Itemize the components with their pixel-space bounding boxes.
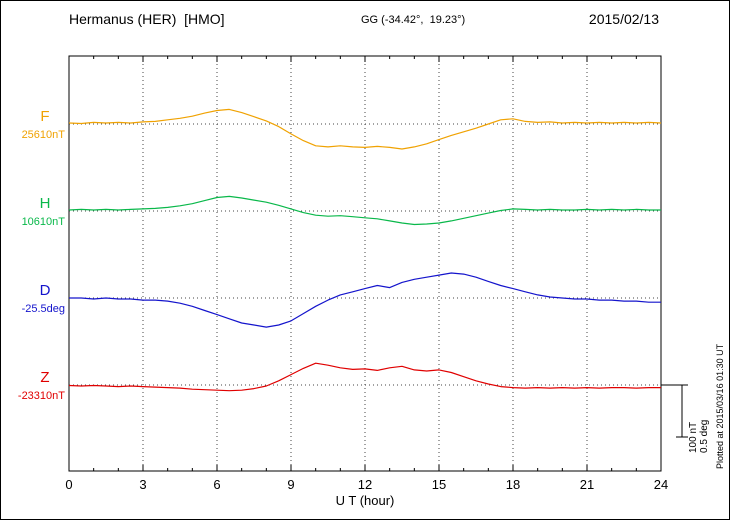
x-tick-label: 12 xyxy=(358,477,372,492)
scale-nt-label: 100 nT xyxy=(688,422,699,453)
geographic-coordinates: GG (-34.42°, 19.23°) xyxy=(361,14,466,26)
x-tick-label: 15 xyxy=(432,477,446,492)
x-tick-label: 6 xyxy=(213,477,220,492)
x-tick-label: 0 xyxy=(65,477,72,492)
series-label-H: H xyxy=(40,195,51,212)
x-tick-label: 9 xyxy=(287,477,294,492)
station-title: Hermanus (HER) [HMO] xyxy=(69,11,225,27)
trace-D xyxy=(69,272,661,328)
x-tick-label: 21 xyxy=(580,477,594,492)
trace-Z xyxy=(68,362,661,392)
x-tick-label: 24 xyxy=(654,477,668,492)
trace-H xyxy=(68,195,661,226)
series-baseline-value-Z: -23310nT xyxy=(18,390,65,402)
x-tick-label: 3 xyxy=(139,477,146,492)
series-label-Z: Z xyxy=(40,369,49,386)
scale-deg-label: 0.5 deg xyxy=(699,420,710,453)
plot-date: 2015/02/13 xyxy=(588,11,659,27)
x-axis-label: U T (hour) xyxy=(336,493,395,508)
x-tick-label: 18 xyxy=(506,477,520,492)
plotted-at-note: Plotted at 2015/03/16 01:30 UT xyxy=(715,343,725,469)
series-baseline-value-D: -25.5deg xyxy=(22,303,65,315)
trace-F xyxy=(68,108,662,150)
series-label-F: F xyxy=(40,108,49,125)
series-baseline-value-F: 25610nT xyxy=(22,129,66,141)
series-label-D: D xyxy=(40,282,51,299)
series-baseline-value-H: 10610nT xyxy=(22,216,66,228)
